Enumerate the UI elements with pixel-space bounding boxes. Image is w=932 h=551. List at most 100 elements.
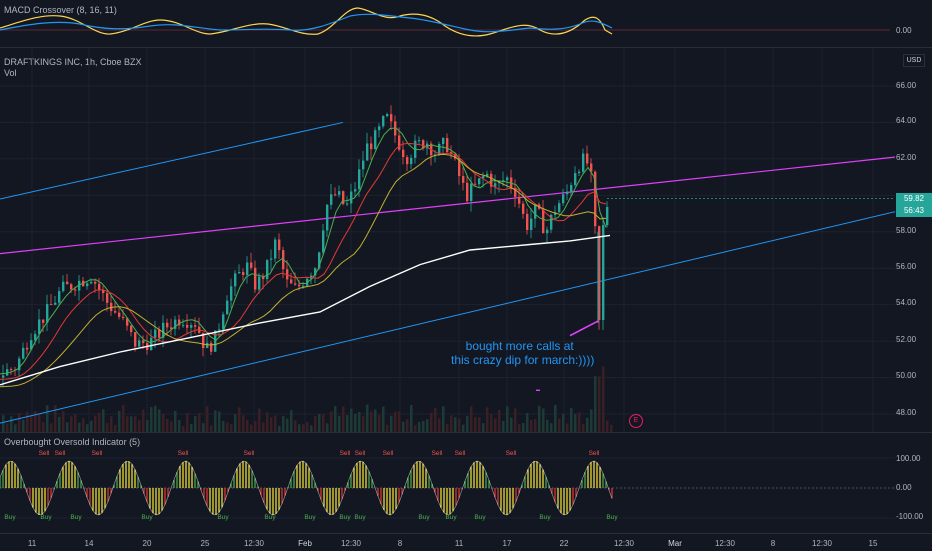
candle <box>510 177 513 188</box>
volume-bar <box>422 420 425 432</box>
macd-pane[interactable]: MACD Crossover (8, 16, 11) 0.00 <box>0 0 932 46</box>
volume-bar <box>266 412 269 432</box>
time-label: 8 <box>770 539 776 548</box>
volume-bar <box>246 419 249 432</box>
oscillator-title: Overbought Oversold Indicator (5) <box>4 437 141 447</box>
candle <box>182 324 185 326</box>
sell-label: Sell <box>589 450 600 457</box>
candle <box>38 319 41 334</box>
candle <box>258 276 261 290</box>
volume-bar <box>446 424 449 432</box>
price-chart <box>0 48 895 432</box>
volume-bar <box>58 416 61 432</box>
currency-button[interactable]: USD <box>903 54 925 67</box>
time-label: 11 <box>27 539 37 548</box>
candle <box>114 311 117 313</box>
volume-bar <box>94 415 97 432</box>
candle <box>558 203 561 213</box>
volume-bar <box>574 414 577 432</box>
candle <box>606 206 609 226</box>
candle <box>326 204 329 231</box>
candle <box>390 114 393 122</box>
candle <box>318 252 321 269</box>
volume-bar <box>30 415 33 432</box>
candle <box>378 126 381 131</box>
volume-bar <box>330 411 333 432</box>
volume-bar <box>562 413 565 432</box>
candle <box>178 319 181 326</box>
candle <box>494 183 497 187</box>
annotation-line-2: this crazy dip for march:)))) <box>451 353 595 367</box>
time-label: 12:30 <box>811 539 833 548</box>
volume-bar <box>250 424 253 432</box>
volume-bar <box>42 422 45 432</box>
time-axis[interactable]: 11 14 20 25 12:30 Feb 12:30 8 11 17 22 1… <box>0 533 932 551</box>
volume-bar <box>270 417 273 432</box>
candle <box>6 369 9 376</box>
candle <box>154 329 157 338</box>
volume-bar <box>578 412 581 432</box>
volume-bar <box>182 425 185 432</box>
volume-bar <box>186 413 189 432</box>
candle <box>50 304 53 306</box>
volume-bar <box>54 404 57 432</box>
price-label-54: 54.00 <box>896 298 917 307</box>
volume-bar <box>290 410 293 432</box>
candle <box>598 226 601 321</box>
volume-bar <box>258 408 261 432</box>
volume-bar <box>590 409 593 432</box>
volume-bar <box>122 404 125 432</box>
earnings-marker[interactable]: E <box>629 414 643 428</box>
volume-bar <box>382 406 385 432</box>
volume-bar <box>542 408 545 432</box>
candle <box>374 130 377 150</box>
volume-bar <box>202 423 205 432</box>
volume-bar <box>354 414 357 432</box>
volume-bar <box>6 423 9 432</box>
volume-bar <box>282 416 285 432</box>
candle <box>546 229 549 234</box>
volume-bar <box>402 421 405 432</box>
volume-bar <box>310 425 313 432</box>
candle <box>362 160 365 170</box>
countdown-tag: 56:43 <box>896 205 932 217</box>
candle <box>550 214 553 230</box>
volume-bar <box>374 409 377 432</box>
candle <box>230 286 233 301</box>
candle <box>246 262 249 276</box>
volume-bar <box>318 414 321 432</box>
time-label: 12:30 <box>714 539 736 548</box>
candle <box>234 273 237 287</box>
volume-bar <box>494 418 497 432</box>
candle <box>370 143 373 150</box>
candle <box>438 144 441 155</box>
volume-bar <box>118 411 121 432</box>
candle <box>338 191 341 195</box>
volume-bar <box>370 411 373 432</box>
price-label-66: 66.00 <box>896 81 917 90</box>
symbol-title: DRAFTKINGS INC, 1h, Cboe BZX <box>4 57 142 67</box>
volume-bar <box>430 412 433 432</box>
price-label-48: 48.00 <box>896 408 917 417</box>
oscillator-pane[interactable]: Overbought Oversold Indicator (5) <box>0 433 932 533</box>
price-pane[interactable]: DRAFTKINGS INC, 1h, Cboe BZX Vol USD <box>0 48 932 432</box>
volume-bar <box>610 424 613 432</box>
candle <box>482 175 485 179</box>
volume-bar <box>414 425 417 432</box>
candle <box>166 322 169 328</box>
volume-bar <box>174 410 177 432</box>
sell-label: Sell <box>39 450 50 457</box>
candle <box>130 325 133 333</box>
trend-line-magenta <box>0 156 895 255</box>
candle <box>346 203 349 205</box>
candle <box>58 291 61 303</box>
volume-bar <box>602 366 605 432</box>
trend-line-upper <box>0 121 344 200</box>
buy-label: Buy <box>354 514 366 521</box>
volume-bar <box>398 411 401 432</box>
candle <box>382 116 385 127</box>
osc-scale-100: 100.00 <box>896 454 921 463</box>
volume-bar <box>162 413 165 432</box>
candle <box>226 300 229 315</box>
candle <box>410 157 413 165</box>
